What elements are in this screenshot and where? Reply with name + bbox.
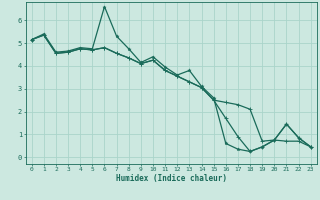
X-axis label: Humidex (Indice chaleur): Humidex (Indice chaleur) — [116, 174, 227, 183]
